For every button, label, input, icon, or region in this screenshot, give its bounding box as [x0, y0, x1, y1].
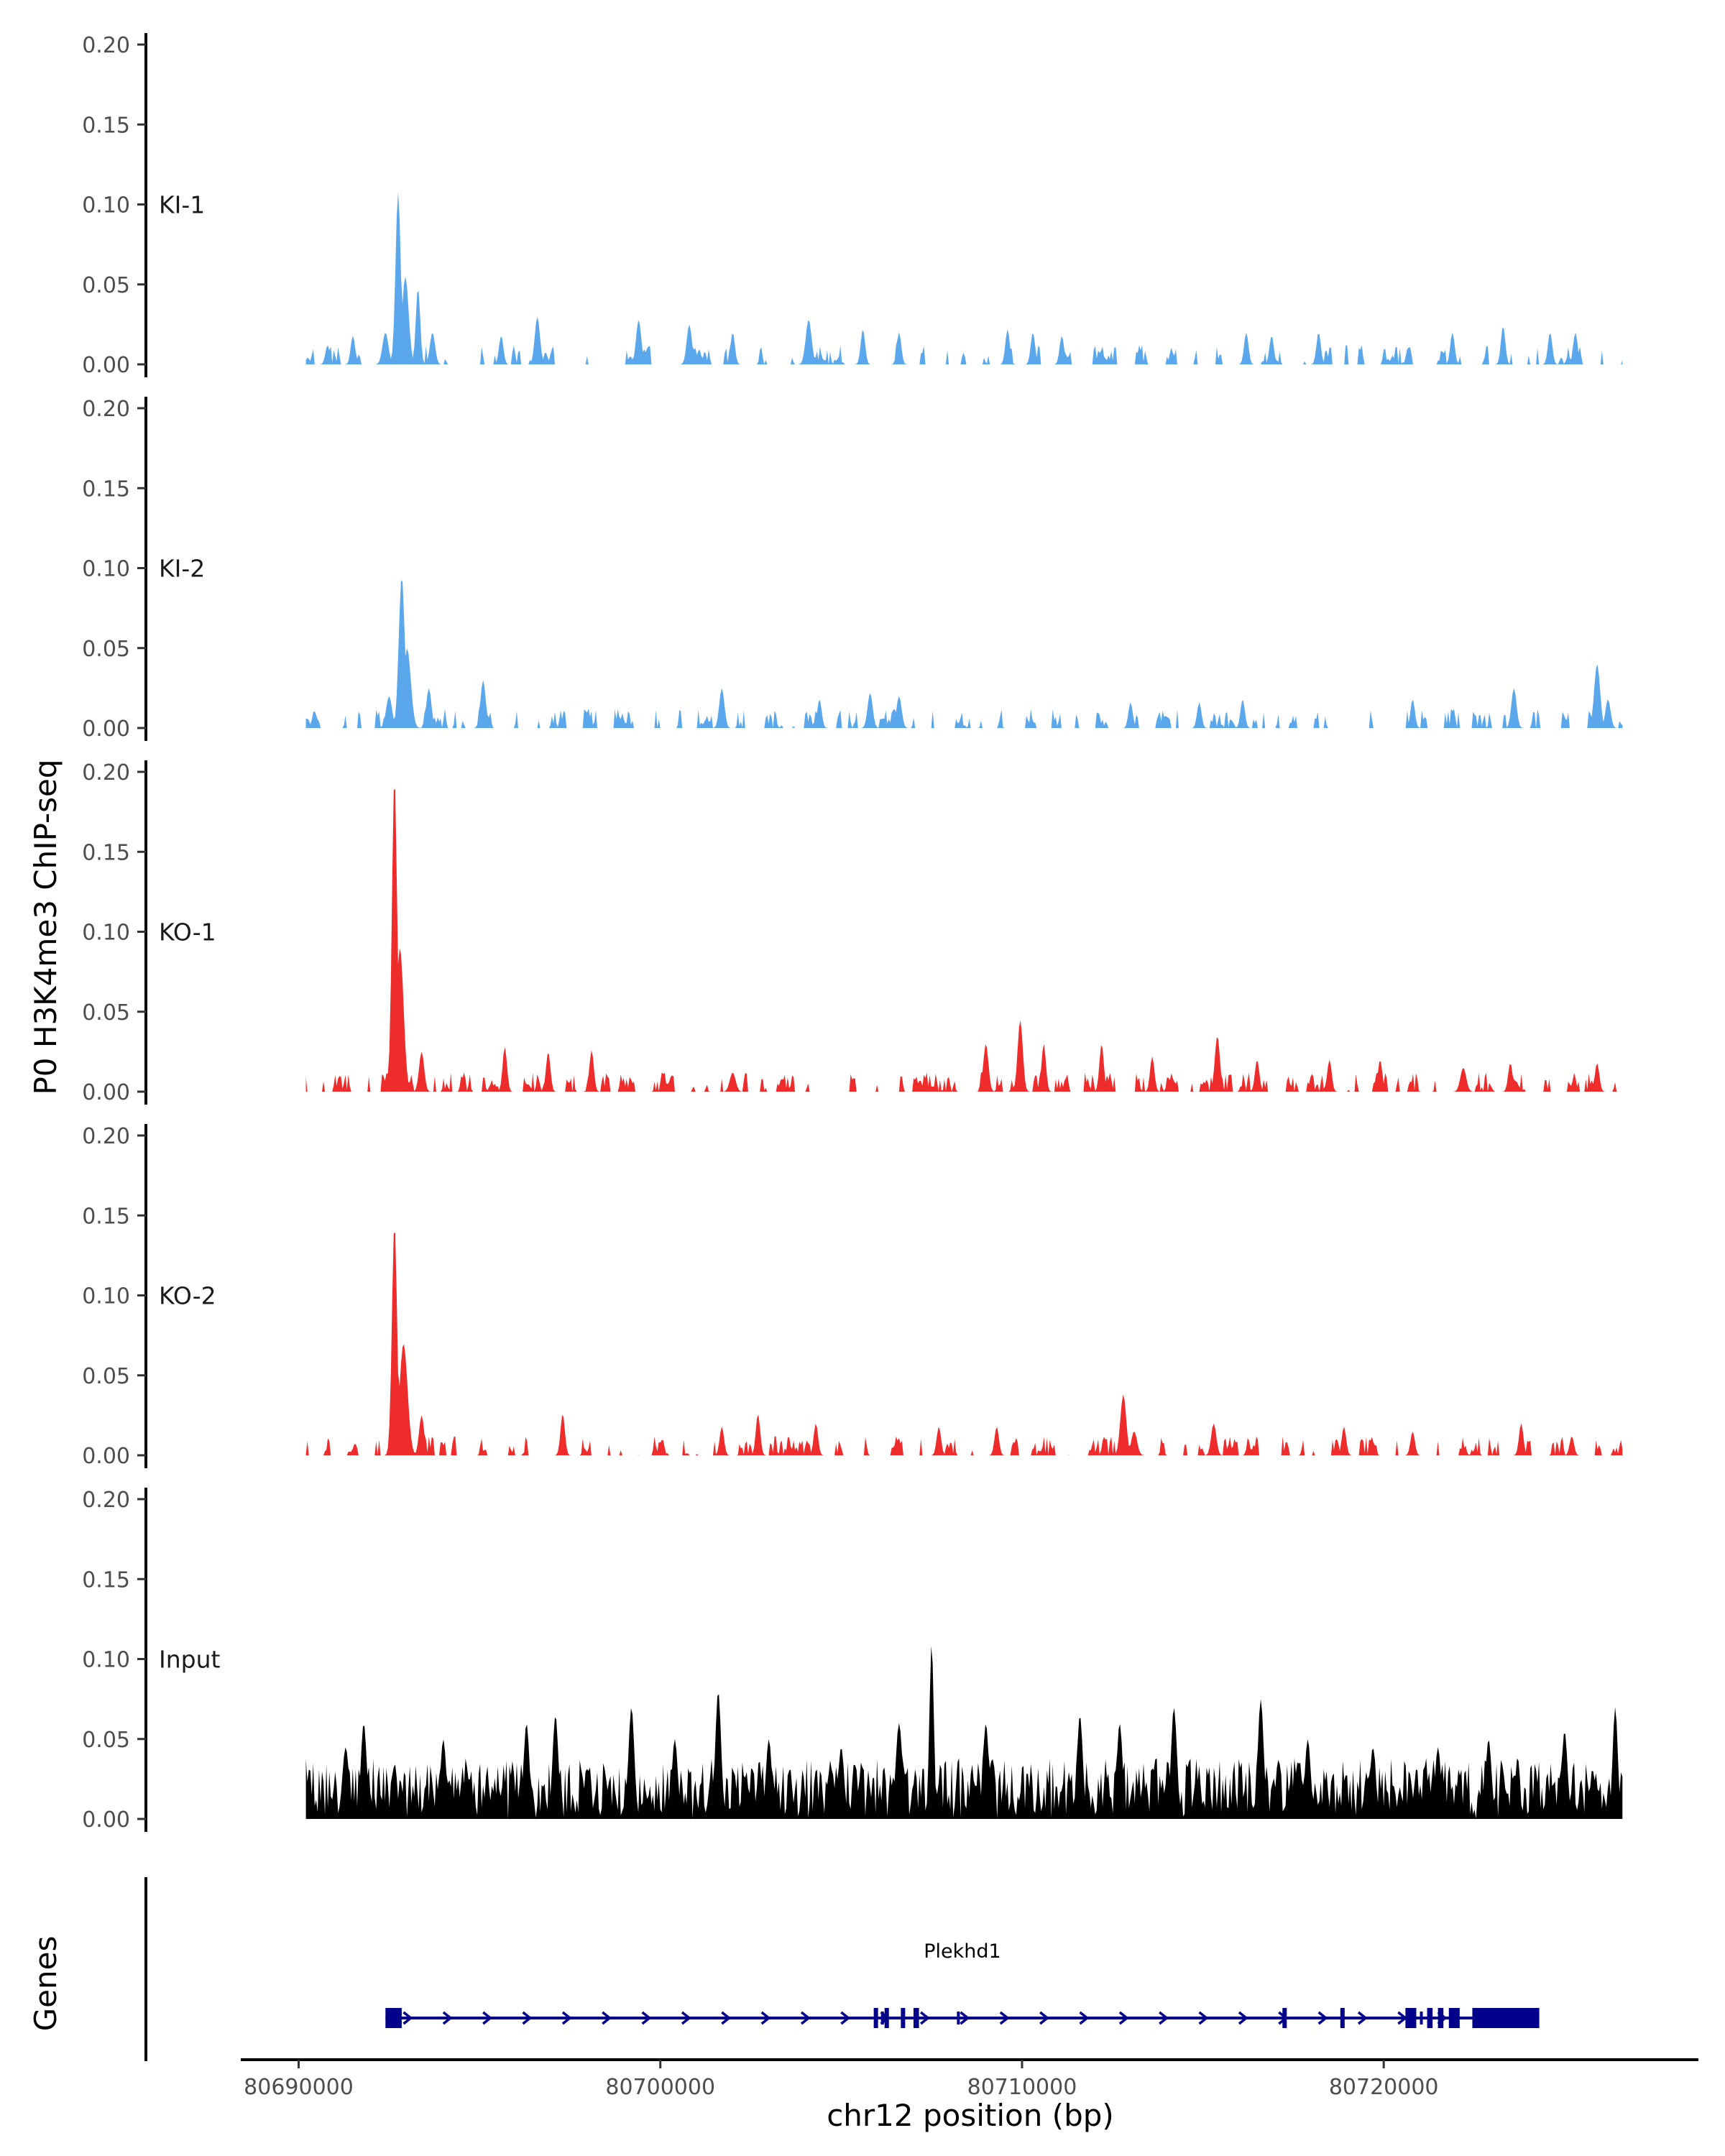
y-tick-label: 0.05: [82, 1364, 130, 1389]
strand-arrow: [522, 2011, 533, 2025]
track-panel-ki-2: 0.00 0.05 0.10 0.15 0.20 KI-2: [82, 397, 1623, 742]
utr-block: [957, 2012, 960, 2024]
exon: [914, 2008, 919, 2028]
track-panel-ki-1: 0.00 0.05 0.10 0.15 0.20 KI-1: [82, 33, 1623, 378]
strand-arrow: [760, 2011, 771, 2025]
y-tick-label: 0.10: [82, 1648, 130, 1673]
y-axis-title: P0 H3K4me3 ChIP-seq: [28, 759, 63, 1095]
exon: [1282, 2008, 1287, 2028]
y-tick-label: 0.20: [82, 760, 130, 786]
x-tick-label: 80700000: [605, 2075, 715, 2100]
strand-arrow: [1039, 2011, 1049, 2025]
strand-arrow: [561, 2011, 572, 2025]
y-tick-label: 0.20: [82, 1488, 130, 1513]
coverage-area-ki-1: [305, 191, 1623, 364]
exon: [884, 2008, 889, 2028]
coverage-area-ki-2: [305, 580, 1623, 728]
strand-arrow: [442, 2011, 453, 2025]
track-label: KI-2: [159, 555, 205, 583]
exon: [901, 2008, 906, 2028]
strand-arrow: [1397, 2011, 1408, 2025]
y-tick-label: 0.20: [82, 1124, 130, 1149]
x-axis-title: chr12 position (bp): [827, 2098, 1114, 2133]
strand-arrow: [602, 2011, 612, 2025]
strand-arrow: [721, 2011, 732, 2025]
strand-arrow: [641, 2011, 652, 2025]
strand-arrow: [1118, 2011, 1129, 2025]
y-tick-label: 0.10: [82, 193, 130, 218]
y-tick-label: 0.10: [82, 1284, 130, 1309]
x-tick-label: 80710000: [967, 2075, 1077, 2100]
strand-arrow: [482, 2011, 492, 2025]
strand-arrow: [999, 2011, 1010, 2025]
y-tick-label: 0.20: [82, 33, 130, 58]
track-panel-ko-1: 0.00 0.05 0.10 0.15 0.20 KO-1: [82, 760, 1623, 1105]
strand-arrow: [402, 2011, 413, 2025]
coverage-area-ko-1: [305, 789, 1623, 1092]
strand-arrow: [681, 2011, 691, 2025]
strand-arrow: [800, 2011, 811, 2025]
y-tick-label: 0.15: [82, 476, 130, 502]
y-tick-label: 0.20: [82, 397, 130, 422]
y-tick-label: 0.00: [82, 353, 130, 378]
track-panel-ko-2: 0.00 0.05 0.10 0.15 0.20 KO-2: [82, 1124, 1623, 1469]
strand-arrow: [1357, 2011, 1368, 2025]
utr-block: [1420, 2012, 1423, 2024]
track-label: Input: [159, 1646, 221, 1674]
strand-arrow: [1198, 2011, 1209, 2025]
coverage-panels: 0.00 0.05 0.10 0.15 0.20 KI-1 0.00 0.05 0.10 0.15…: [82, 33, 1623, 1833]
y-tick-label: 0.15: [82, 840, 130, 865]
exon: [385, 2008, 402, 2028]
y-tick-label: 0.05: [82, 273, 130, 298]
exon: [1427, 2008, 1433, 2028]
utr-block: [880, 2012, 884, 2024]
strand-arrow: [920, 2011, 930, 2025]
strand-arrow: [1159, 2011, 1169, 2025]
track-label: KI-1: [159, 191, 205, 219]
x-tick-label: 80720000: [1329, 2075, 1439, 2100]
x-tick-label: 80690000: [244, 2075, 354, 2100]
y-tick-label: 0.05: [82, 637, 130, 662]
y-tick-label: 0.10: [82, 921, 130, 946]
y-tick-label: 0.15: [82, 1567, 130, 1593]
strand-arrow: [1079, 2011, 1090, 2025]
y-tick-label: 0.15: [82, 113, 130, 138]
y-tick-label: 0.00: [82, 1444, 130, 1469]
y-tick-label: 0.00: [82, 717, 130, 742]
coverage-area-ko-2: [305, 1233, 1623, 1455]
exon: [1448, 2008, 1460, 2028]
gene-label-plekhd1: Plekhd1: [924, 1940, 1000, 1963]
genes-axis-title: Genes: [28, 1936, 63, 2032]
x-axis: 80690000 80700000 80710000 80720000: [241, 2058, 1698, 2100]
y-tick-label: 0.00: [82, 1080, 130, 1105]
coverage-area-input: [305, 1646, 1623, 1819]
exon: [873, 2008, 878, 2028]
y-tick-label: 0.05: [82, 1000, 130, 1026]
y-tick-label: 0.00: [82, 1807, 130, 1833]
strand-arrow: [1238, 2011, 1248, 2025]
exon: [1472, 2008, 1540, 2028]
strand-arrow: [840, 2011, 851, 2025]
y-tick-label: 0.10: [82, 557, 130, 582]
track-label: KO-1: [159, 918, 216, 946]
y-tick-label: 0.05: [82, 1728, 130, 1753]
exon: [1340, 2008, 1345, 2028]
track-panel-input: 0.00 0.05 0.10 0.15 0.20 Input: [82, 1488, 1623, 1833]
exon: [1405, 2008, 1417, 2028]
gene-track-panel: Plekhd1: [144, 1877, 1540, 2061]
y-tick-label: 0.15: [82, 1204, 130, 1229]
exon: [1438, 2008, 1444, 2028]
strand-arrow: [960, 2011, 970, 2025]
strand-arrow: [1317, 2011, 1328, 2025]
track-label: KO-2: [159, 1282, 216, 1310]
